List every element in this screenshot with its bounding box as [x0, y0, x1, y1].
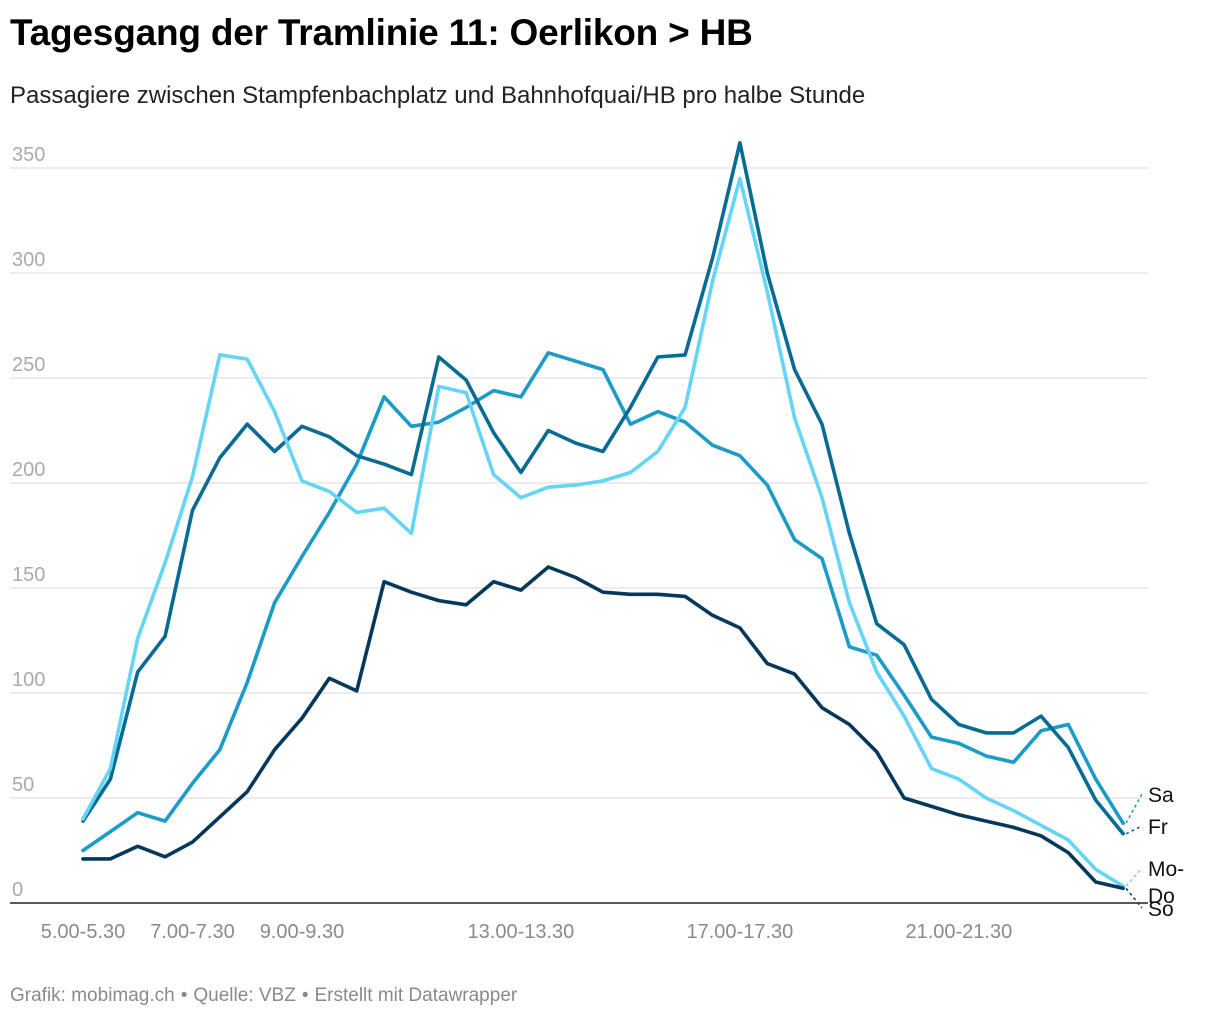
y-tick-label: 50 [12, 774, 34, 796]
chart-title: Tagesgang der Tramlinie 11: Oerlikon > H… [10, 12, 753, 53]
series-line [81, 176, 1125, 889]
y-tick-label: 150 [12, 564, 45, 586]
footer-separator: • [301, 985, 309, 1006]
y-tick-label: 300 [12, 249, 45, 271]
x-tick-label: 5.00-5.30 [41, 921, 126, 943]
y-tick-label: 100 [12, 669, 45, 691]
y-tick-label: 200 [12, 459, 45, 481]
x-tick-label: 13.00-13.30 [468, 921, 575, 943]
x-tick-label: 17.00-17.30 [686, 921, 793, 943]
series-line [81, 141, 1125, 836]
series-label-leader [1125, 825, 1143, 835]
series-line [81, 565, 1125, 891]
series-label: So [1148, 898, 1174, 921]
series-label: Sa [1148, 784, 1174, 807]
footer-separator: • [180, 985, 188, 1006]
series-label-leader [1125, 887, 1143, 909]
series-line [81, 350, 1125, 853]
y-tick-label: 250 [12, 354, 45, 376]
series-label: Fr [1148, 816, 1168, 839]
footer-tool: Erstellt mit Datawrapper [314, 985, 518, 1006]
line-chart: 0 50 100 150 200 250 300 350 5.00-5.30 7.00-7.30 9… [10, 141, 1184, 943]
y-tick-label: 350 [12, 144, 45, 166]
footer: Grafik: mobimag.ch • Quelle: VBZ • Erstellt … [10, 985, 517, 1007]
footer-source: Quelle: VBZ [193, 985, 296, 1006]
y-tick-label: 0 [12, 879, 23, 901]
series-label-leader [1125, 867, 1143, 887]
footer-credit: Grafik: mobimag.ch [10, 985, 175, 1006]
x-tick-label: 21.00-21.30 [905, 921, 1012, 943]
series-label: Mo- [1148, 858, 1184, 881]
x-tick-label: 9.00-9.30 [260, 921, 345, 943]
chart-subtitle: Passagiere zwischen Stampfenbachplatz un… [10, 82, 866, 109]
x-tick-label: 7.00-7.30 [150, 921, 235, 943]
series-label: Do [1148, 885, 1175, 908]
